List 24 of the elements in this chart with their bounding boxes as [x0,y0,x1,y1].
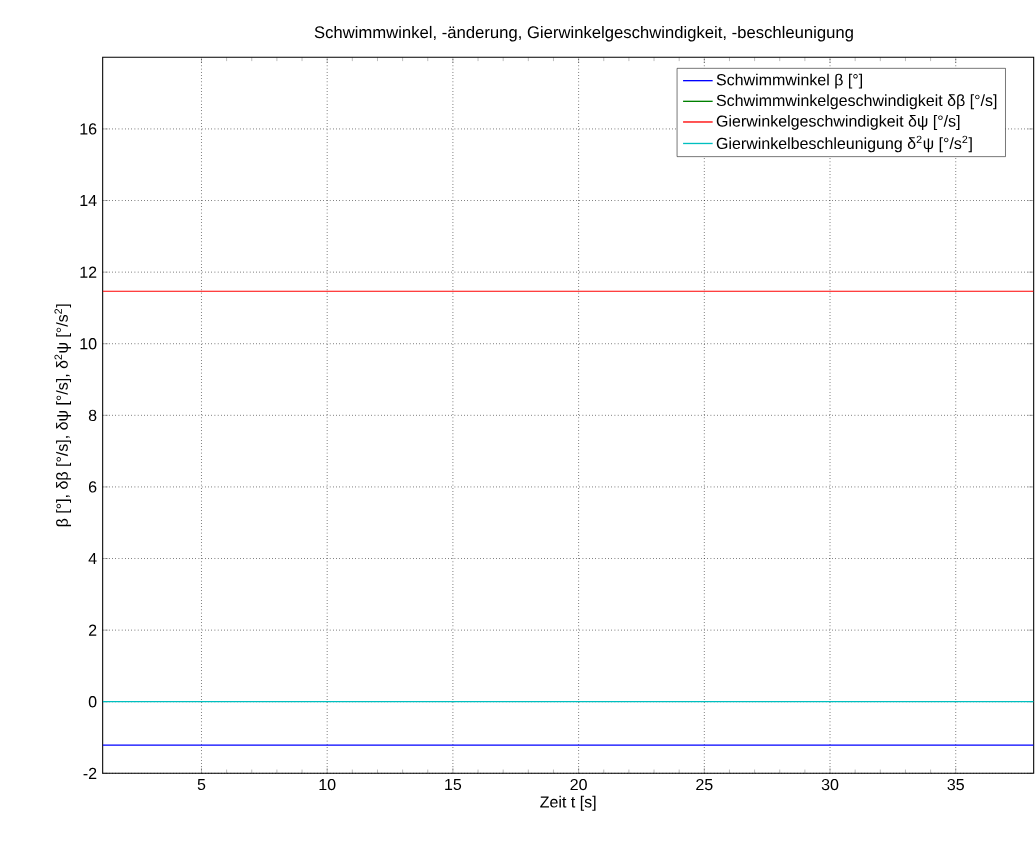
y-tick-label: 14 [80,195,97,207]
y-tick-label: -2 [83,767,97,779]
x-axis-title: Zeit t [s] [540,795,596,811]
legend-label: Gierwinkelbeschleunigung δ$^{2}$ψ [°/s$^{2}$] [716,135,972,153]
y-tick-label: 12 [80,266,97,278]
y-tick-label: 0 [88,696,97,708]
x-tick-label: 30 [821,778,839,791]
x-tick-label: 35 [947,778,964,791]
legend-label: Schwimmwinkelgeschwindigkeit δβ [°/s] [716,94,997,110]
x-tick-label: 20 [570,778,587,791]
x-tick-label: 5 [197,778,206,791]
x-tick-label: 15 [445,778,462,791]
y-tick-label: 10 [80,338,97,350]
y-tick-label: 4 [88,553,97,565]
legend-label: Schwimmwinkel β [°] [716,73,862,89]
legend-label: Gierwinkelgeschwindigkeit δψ [°/s] [716,115,960,130]
y-tick-label: 16 [80,123,97,135]
x-tick-label: 10 [319,778,336,791]
y-axis-title: β [°], δβ [°/s], δψ [°/s], δ$^{2}$ψ [°/s$^{2}$] [54,304,72,527]
y-tick-label: 8 [88,409,97,421]
chart-title: Schwimmwinkel, -änderung, Gierwinkelgeschwindigkeit, -beschleunigung [314,25,853,42]
y-tick-label: 6 [88,481,97,493]
y-tick-label: 2 [88,624,97,636]
x-tick-label: 25 [696,778,713,791]
